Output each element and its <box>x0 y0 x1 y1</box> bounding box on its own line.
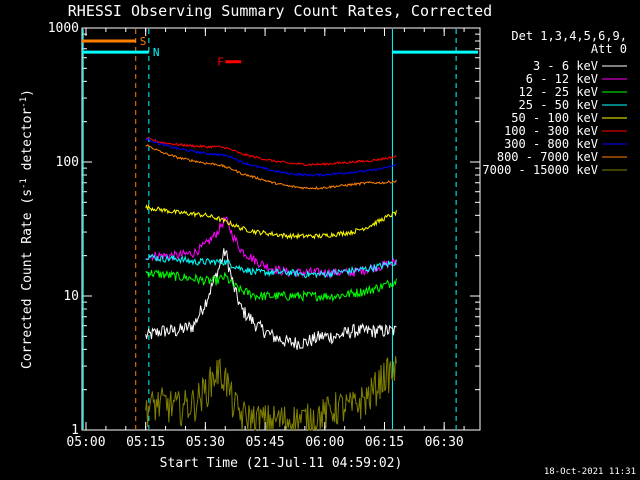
series-line-8 <box>145 356 397 431</box>
attenuator-bars: SN F <box>82 35 479 69</box>
series-line-5 <box>145 137 397 167</box>
series-line-7 <box>145 144 397 190</box>
state-bar-label-1: N <box>153 46 160 59</box>
y-tick-label: 1000 <box>48 21 79 36</box>
legend-label-4: 50 - 100 keV <box>511 111 598 125</box>
series-line-3 <box>145 253 397 279</box>
series-line-4 <box>145 204 397 241</box>
legend-label-6: 300 - 800 keV <box>504 137 598 151</box>
x-tick-label: 05:30 <box>186 435 225 450</box>
series-line-1 <box>145 216 397 279</box>
series-line-2 <box>145 269 397 303</box>
x-tick-label: 05:00 <box>66 435 105 450</box>
y-tick-label: 10 <box>63 289 79 304</box>
plot-frame <box>81 27 481 431</box>
footer-timestamp: 18-Oct-2021 11:31 <box>544 467 636 477</box>
y-axis-label: Corrected Count Rate (s-1 detector-1) <box>19 89 35 369</box>
x-tick-label: 05:15 <box>126 435 165 450</box>
x-axis-label: Start Time (21-Jul-11 04:59:02) <box>160 456 403 471</box>
legend-label-7: 800 - 7000 keV <box>497 150 598 164</box>
legend-label-0: 3 - 6 keV <box>533 59 598 73</box>
legend-label-5: 100 - 300 keV <box>504 124 598 138</box>
vertical-markers <box>82 29 457 429</box>
y-axis: 1 10 100 1000 <box>48 21 480 438</box>
chart-title: RHESSI Observing Summary Count Rates, Co… <box>68 2 492 20</box>
state-bar-label-2: F <box>217 56 224 69</box>
x-tick-label: 05:45 <box>246 435 285 450</box>
legend-label-8: 7000 - 15000 keV <box>482 163 598 177</box>
x-axis: 05:00 05:15 05:30 05:45 06:00 06:15 06:30 <box>66 28 465 450</box>
y-tick-label: 100 <box>56 155 79 170</box>
x-tick-label: 06:15 <box>365 435 404 450</box>
series-lines <box>145 137 397 431</box>
x-tick-label: 06:00 <box>305 435 344 450</box>
x-tick-label: 06:30 <box>425 435 464 450</box>
legend-label-3: 25 - 50 keV <box>519 98 598 112</box>
y-tick-label: 1 <box>71 423 79 438</box>
legend-label-2: 12 - 25 keV <box>519 85 598 99</box>
series-line-0 <box>145 248 397 350</box>
legend-label-1: 6 - 12 keV <box>526 72 598 86</box>
state-bar-label-0: S <box>140 35 147 48</box>
legend-header-line1: Det 1,3,4,5,6,9, <box>511 29 627 43</box>
series-line-6 <box>145 137 397 178</box>
legend-header-line2: Att 0 <box>591 42 627 56</box>
